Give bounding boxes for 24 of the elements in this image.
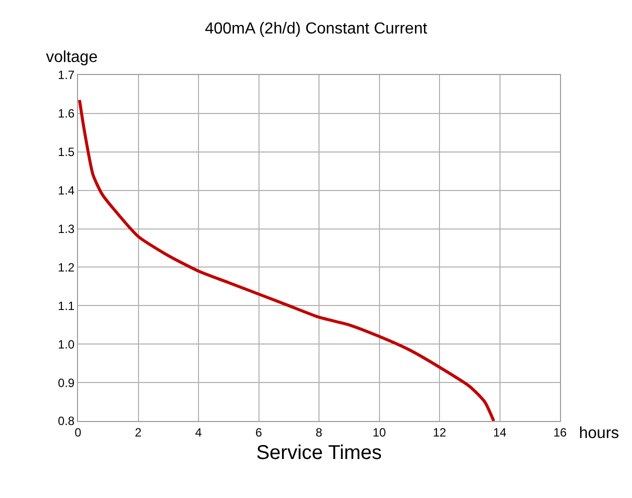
x-tick-label: 2 <box>134 425 142 440</box>
x-axis-title: Service Times <box>256 442 382 464</box>
x-tick-label: 0 <box>74 425 82 440</box>
y-tick-label: 1.7 <box>58 68 75 82</box>
y-tick-label: 1.3 <box>58 222 75 236</box>
text: hours <box>579 425 620 442</box>
y-tick-label: 1.6 <box>58 106 75 121</box>
x-tick-label: 16 <box>553 425 567 440</box>
y-axis-title: voltage <box>46 49 98 66</box>
x-tick-label: 14 <box>493 425 507 440</box>
y-tick-label: 1.4 <box>58 184 75 198</box>
y-tick-label: 1.0 <box>58 337 75 352</box>
x-tick-label: 8 <box>316 425 323 440</box>
y-tick-label: 0.9 <box>58 376 75 390</box>
chart-title: 400mA (2h/d) Constant Current <box>204 20 428 38</box>
line-series <box>78 98 496 421</box>
x-tick-label: 4 <box>195 425 202 440</box>
y-tick-label: 1.1 <box>58 298 75 313</box>
y-tick-label: 0.8 <box>58 414 75 428</box>
x-tick-label: 10 <box>372 425 386 440</box>
x-tick-label: 6 <box>255 425 262 440</box>
x-tick-label: 12 <box>432 425 446 440</box>
y-tick-label: 1.5 <box>58 145 75 160</box>
y-tick-label: 1.2 <box>58 260 75 274</box>
